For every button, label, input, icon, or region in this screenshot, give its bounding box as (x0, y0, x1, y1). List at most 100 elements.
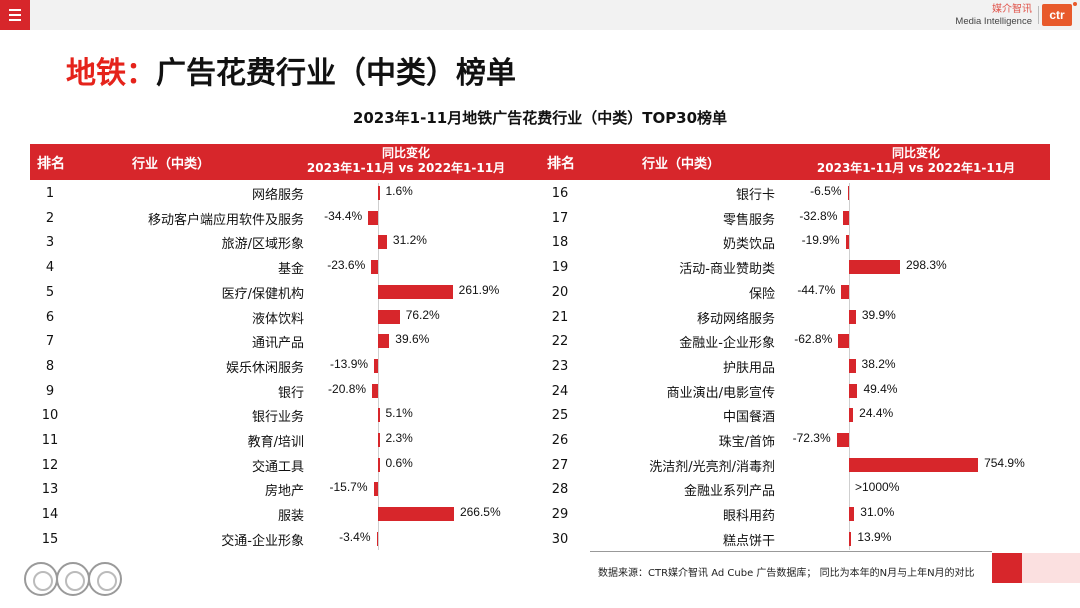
rank-label: 8 (45, 358, 55, 374)
rank-label: 11 (41, 433, 59, 448)
table-header-right: 排名 行业（中类） 同比变化 2023年1-11月 vs 2022年1-11月 (540, 144, 1050, 180)
bar (373, 482, 378, 497)
value-label: 39.6% (395, 332, 430, 347)
rank-label: 16 (551, 186, 569, 201)
bar (378, 284, 453, 299)
value-label: 31.0% (860, 505, 895, 520)
table-row: 2 移动客户端应用软件及服务 -34.4% (30, 206, 540, 230)
table-row: 4 基金 -23.6% (30, 255, 540, 279)
value-label: -20.8% (328, 381, 367, 396)
footer-red-block (992, 553, 1022, 583)
value-label: 261.9% (458, 282, 500, 297)
rank-label: 2 (45, 210, 55, 226)
industry-label: 移动网络服务 (696, 311, 775, 327)
rank-label: 13 (41, 482, 59, 498)
rank-label: 17 (551, 210, 569, 226)
rank-label: 24 (551, 383, 569, 399)
rank-label: 29 (551, 507, 569, 523)
brand-name-en: Media Intelligence (955, 16, 1032, 27)
value-label: -62.8% (794, 332, 833, 347)
industry-label: 液体饮料 (251, 311, 304, 327)
value-label: 76.2% (405, 307, 440, 322)
table-row: 6 液体饮料 76.2% (30, 305, 540, 329)
table-row: 20 保险 -44.7% (540, 280, 1050, 304)
table-row: 17 零售服务 -32.8% (540, 206, 1050, 230)
column-header-industry: 行业（中类） (132, 157, 211, 172)
bar (374, 358, 378, 373)
value-label: 754.9% (984, 455, 1025, 470)
page-title-prefix: 地铁： (66, 56, 156, 91)
table-row: 14 服装 266.5% (30, 502, 540, 526)
rank-label: 6 (45, 309, 55, 325)
bar (847, 186, 849, 200)
value-label: 31.2% (392, 233, 427, 248)
rank-label: 27 (551, 457, 569, 473)
industry-label: 医疗/保健机构 (221, 286, 304, 302)
industry-label: 移动客户端应用软件及服务 (147, 212, 304, 228)
sgs-cert-icon (88, 562, 122, 596)
rank-label: 14 (41, 507, 59, 523)
sgs-cert-icon (56, 562, 90, 596)
rank-label: 9 (45, 383, 55, 399)
value-label: 0.6% (385, 455, 413, 470)
industry-label: 交通-企业形象 (221, 533, 304, 549)
table-row: 27 洗洁剂/光亮剂/消毒剂 754.9% (540, 453, 1050, 477)
table-row: 8 娱乐休闲服务 -13.9% (30, 354, 540, 378)
industry-label: 零售服务 (722, 212, 775, 228)
bar (849, 358, 856, 373)
bar (843, 210, 849, 225)
rank-label: 7 (45, 334, 55, 350)
table-row: 29 眼科用药 31.0% (540, 502, 1050, 526)
bar (378, 433, 380, 447)
industry-label: 银行业务 (251, 410, 304, 426)
rank-label: 3 (45, 235, 55, 251)
value-label: 49.4% (863, 381, 898, 396)
table-row: 18 奶类饮品 -19.9% (540, 230, 1050, 254)
value-label: -19.9% (801, 233, 840, 248)
footer-divider (590, 551, 992, 552)
value-label: -44.7% (797, 282, 836, 297)
table-row: 22 金融业-企业形象 -62.8% (540, 329, 1050, 353)
table-row: 25 中国餐酒 24.4% (540, 403, 1050, 427)
industry-label: 网络服务 (251, 188, 304, 203)
bar (849, 408, 854, 423)
column-header-change: 同比变化 2023年1-11月 vs 2022年1-11月 (796, 146, 1036, 176)
footer-pink-block (1022, 553, 1080, 583)
column-header-change-line2: 2023年1-11月 vs 2022年1-11月 (816, 161, 1016, 175)
rank-label: 20 (551, 284, 569, 300)
industry-label: 服装 (277, 509, 304, 525)
value-label: -15.7% (329, 480, 368, 495)
industry-label: 通讯产品 (251, 336, 304, 352)
rank-label: 18 (551, 235, 569, 251)
table-row: 7 通讯产品 39.6% (30, 329, 540, 353)
menu-icon[interactable] (0, 0, 30, 30)
value-label: -32.8% (799, 208, 838, 223)
value-label: 38.2% (861, 356, 896, 371)
table-row: 26 珠宝/首饰 -72.3% (540, 428, 1050, 452)
value-label: >1000% (855, 480, 900, 495)
brand-name-cn: 媒介智讯 (992, 4, 1032, 15)
rank-label: 4 (45, 260, 55, 276)
rank-label: 19 (551, 260, 569, 276)
bar (849, 531, 852, 546)
page-title: 地铁：广告花费行业（中类）榜单 (66, 48, 516, 92)
bar (378, 309, 400, 324)
rank-label: 15 (41, 531, 59, 547)
bar (838, 334, 849, 349)
industry-label: 商业演出/电影宣传 (666, 385, 775, 401)
industry-label: 银行 (277, 385, 304, 401)
brand-text: 媒介智讯 Media Intelligence (955, 4, 1032, 28)
column-header-change-line1: 同比变化 (381, 146, 430, 160)
value-label: 2.3% (385, 431, 413, 445)
table-header-left: 排名 行业（中类） 同比变化 2023年1-11月 vs 2022年1-11月 (30, 144, 540, 180)
bar (378, 408, 380, 423)
value-label: -3.4% (339, 529, 371, 544)
industry-label: 金融业-企业形象 (679, 336, 775, 352)
rank-label: 10 (41, 408, 59, 424)
bar (378, 186, 380, 200)
bar (849, 457, 979, 472)
industry-label: 糕点饼干 (722, 533, 775, 549)
bar (378, 235, 387, 250)
logo-dot-icon (1073, 2, 1077, 6)
value-label: 1.6% (385, 184, 413, 198)
